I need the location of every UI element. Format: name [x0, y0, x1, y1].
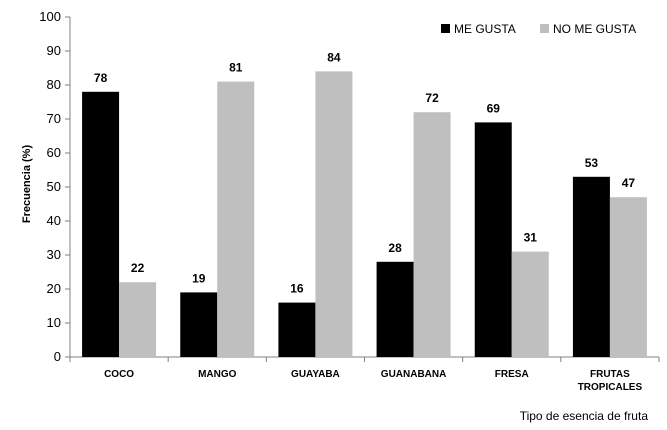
bar — [376, 261, 414, 357]
bar — [278, 302, 316, 357]
y-tick-label: 20 — [47, 281, 61, 296]
y-tick-label: 0 — [54, 349, 61, 364]
category-label: MANGO — [198, 369, 237, 380]
data-label: 47 — [622, 176, 636, 190]
y-tick-label: 10 — [47, 315, 61, 330]
bar — [180, 292, 218, 357]
y-tick-label: 70 — [47, 111, 61, 126]
category-label: FRUTAS — [590, 369, 630, 380]
data-label: 69 — [487, 101, 501, 115]
y-tick-label: 60 — [47, 145, 61, 160]
y-tick-label: 30 — [47, 247, 61, 262]
y-tick-label: 40 — [47, 213, 61, 228]
x-axis — [69, 356, 660, 362]
category-label: TROPICALES — [578, 382, 643, 393]
legend-label: NO ME GUSTA — [553, 22, 636, 36]
y-tick-label: 80 — [47, 77, 61, 92]
data-label: 78 — [94, 71, 108, 85]
category-label: GUAYABA — [291, 369, 340, 380]
category-labels-group: COCO MANGO GUAYABA GUANABANA FRESA FRUTAS TROP… — [104, 369, 642, 393]
y-axis-title: Frecuencia (%) — [21, 145, 33, 224]
data-label: 22 — [131, 261, 145, 275]
bar — [119, 282, 157, 357]
bar — [413, 112, 451, 357]
legend-swatch — [441, 24, 450, 33]
bar — [609, 197, 647, 357]
legend-label: ME GUSTA — [454, 22, 516, 36]
y-axis: 0 10 20 30 40 50 60 70 80 90 100 — [39, 9, 71, 364]
category-label: GUANABANA — [381, 369, 447, 380]
data-label: 72 — [425, 91, 439, 105]
bar — [217, 81, 255, 357]
bar — [82, 91, 120, 358]
y-tick-label: 100 — [39, 9, 61, 24]
data-label: 81 — [229, 61, 243, 75]
data-label: 16 — [290, 282, 304, 296]
data-label: 53 — [585, 156, 599, 170]
category-label: FRESA — [495, 369, 529, 380]
bar — [511, 251, 549, 357]
data-label: 19 — [192, 271, 206, 285]
data-labels-group: 78 22 19 81 16 84 28 72 69 31 53 47 — [94, 50, 636, 295]
data-label: 84 — [327, 50, 341, 64]
bars-group — [82, 71, 647, 358]
legend: ME GUSTA NO ME GUSTA — [441, 22, 636, 36]
x-axis-title: Tipo de esencia de fruta — [520, 409, 649, 423]
y-tick-label: 50 — [47, 179, 61, 194]
data-label: 31 — [524, 231, 538, 245]
bar — [315, 71, 353, 358]
bar — [474, 122, 512, 358]
data-label: 28 — [388, 241, 402, 255]
y-tick-label: 90 — [47, 43, 61, 58]
category-label: COCO — [104, 369, 134, 380]
bar — [572, 176, 610, 357]
legend-swatch — [540, 24, 549, 33]
